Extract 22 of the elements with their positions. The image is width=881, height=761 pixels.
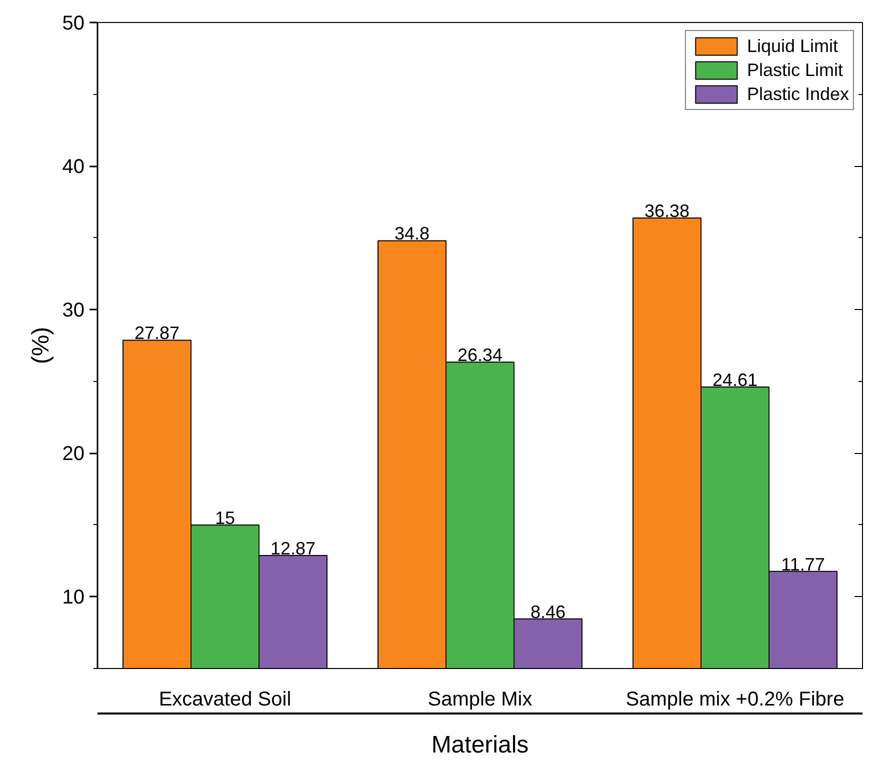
data-label: 36.38	[644, 201, 690, 222]
data-label: 15	[214, 508, 236, 528]
y-tick-label: 40	[62, 156, 85, 178]
x-tick-label: Sample Mix	[428, 688, 532, 710]
y-tick-label: 10	[62, 586, 85, 609]
data-label: 24.61	[712, 370, 758, 390]
x-tick-label: Excavated Soil	[158, 688, 292, 710]
y-tick-label: 30	[62, 300, 85, 322]
legend-label: Plastic Index	[746, 84, 849, 104]
legend-label: Plastic Limit	[746, 60, 843, 80]
x-axis-title: Materials	[431, 732, 529, 758]
data-label: 11.77	[781, 554, 825, 574]
data-label: 26.34	[457, 345, 503, 366]
data-label: 8.46	[530, 602, 566, 622]
data-label: 34.8	[394, 224, 430, 244]
legend-label: Liquid Limit	[746, 36, 838, 56]
y-axis-title: (%)	[27, 326, 54, 364]
x-tick-label: Sample mix +0.2% Fibre	[626, 688, 844, 710]
data-label: 12.87	[270, 538, 316, 559]
y-tick-label: 50	[62, 12, 85, 34]
y-tick-label: 20	[62, 443, 85, 466]
data-label: 27.87	[134, 323, 180, 344]
